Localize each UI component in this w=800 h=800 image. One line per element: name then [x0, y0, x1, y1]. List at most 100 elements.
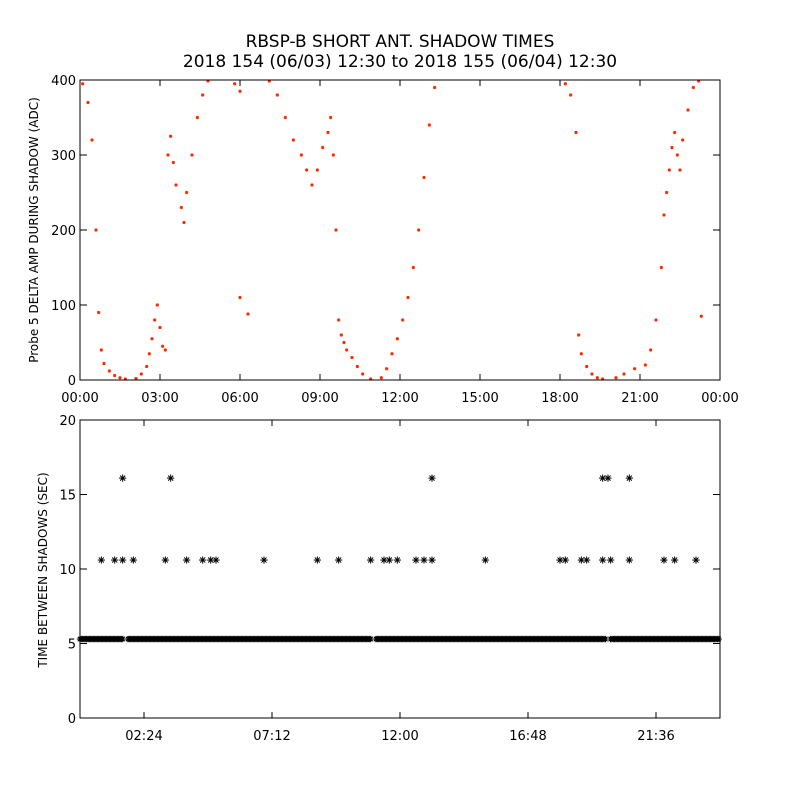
chart-title-line-1: RBSP-B SHORT ANT. SHADOW TIMES — [246, 32, 555, 52]
data-point — [607, 556, 615, 564]
data-point — [119, 556, 127, 564]
x-tick-label: 09:00 — [301, 391, 338, 406]
data-point — [675, 153, 679, 157]
x-tick-label: 02:24 — [125, 729, 162, 744]
data-point — [161, 344, 165, 348]
data-point — [622, 372, 626, 376]
data-point — [649, 348, 653, 352]
data-point — [166, 153, 170, 157]
data-point — [481, 556, 489, 564]
data-point — [342, 340, 346, 345]
data-point — [380, 556, 388, 564]
data-point — [604, 474, 612, 482]
x-tick-label: 00:00 — [701, 391, 738, 406]
data-point — [660, 556, 668, 564]
data-point — [171, 160, 175, 165]
y-tick-label: 15 — [59, 489, 76, 504]
data-point — [238, 295, 242, 300]
data-point — [326, 130, 330, 135]
data-point — [577, 333, 581, 337]
data-point — [119, 474, 127, 482]
x-tick-label: 07:12 — [253, 729, 290, 744]
data-point — [129, 556, 137, 564]
data-point — [212, 556, 220, 564]
top-data-points — [81, 79, 703, 381]
data-point — [111, 556, 119, 564]
data-point — [599, 556, 607, 564]
data-point — [583, 556, 591, 564]
data-point — [633, 367, 637, 371]
data-point — [614, 376, 618, 380]
data-point — [291, 138, 295, 142]
data-point — [169, 134, 173, 138]
data-point — [355, 364, 359, 369]
data-point — [102, 361, 106, 366]
data-point — [367, 556, 375, 564]
data-point — [385, 367, 389, 371]
x-tick-label: 06:00 — [221, 391, 258, 406]
data-point — [595, 376, 599, 380]
data-point — [107, 369, 111, 373]
data-point — [99, 348, 103, 352]
data-point — [379, 376, 383, 380]
data-point — [199, 556, 207, 564]
data-point — [569, 93, 573, 97]
data-point — [665, 190, 669, 195]
x-tick-label: 21:36 — [637, 729, 674, 744]
data-point — [681, 138, 685, 142]
data-point — [579, 352, 583, 356]
data-point — [331, 153, 335, 157]
data-point — [260, 556, 268, 564]
data-point — [238, 89, 242, 93]
data-point — [667, 168, 671, 172]
data-point — [161, 556, 169, 564]
data-point — [411, 265, 415, 270]
data-point — [183, 556, 191, 564]
data-point — [427, 123, 431, 127]
data-point — [147, 352, 151, 356]
chart-title-line-2: 2018 154 (06/03) 12:30 to 2018 155 (06/0… — [183, 52, 617, 72]
data-point — [329, 115, 333, 120]
data-point — [561, 556, 569, 564]
data-point — [691, 85, 695, 90]
x-tick-label: 21:00 — [621, 391, 658, 406]
data-point — [321, 145, 325, 150]
data-point — [673, 130, 677, 135]
data-point — [246, 312, 250, 316]
data-point — [334, 228, 338, 232]
data-point — [671, 556, 679, 564]
data-point — [335, 556, 343, 564]
top-plot-frame — [79, 79, 721, 381]
data-point — [113, 373, 117, 378]
data-point — [659, 265, 663, 270]
y-tick-label: 10 — [59, 563, 76, 578]
data-point — [385, 556, 393, 564]
data-point — [345, 348, 349, 352]
data-point — [563, 82, 567, 86]
top-y-axis-title: Probe 5 DELTA AMP DURING SHADOW (ADC) — [27, 97, 41, 363]
data-point — [422, 175, 426, 180]
x-tick-label: 00:00 — [61, 391, 98, 406]
data-point — [339, 333, 343, 337]
data-point — [158, 325, 162, 330]
y-tick-label: 0 — [68, 712, 76, 727]
bottom-baseline-markers — [76, 635, 722, 643]
data-point — [97, 556, 105, 564]
x-tick-label: 12:00 — [381, 391, 418, 406]
baseline-marker — [715, 635, 722, 643]
data-point — [195, 115, 199, 120]
x-tick-label: 12:00 — [381, 729, 418, 744]
data-point — [390, 352, 394, 356]
data-point — [182, 220, 186, 225]
data-point — [97, 310, 101, 315]
y-tick-label: 400 — [51, 74, 76, 89]
data-point — [150, 337, 154, 341]
x-tick-label: 03:00 — [141, 391, 178, 406]
data-point — [393, 556, 401, 564]
data-point — [201, 93, 205, 97]
y-tick-label: 0 — [68, 374, 76, 389]
data-point — [233, 82, 237, 86]
data-point — [90, 138, 94, 142]
y-tick-label: 20 — [59, 414, 76, 429]
top-y-axis: 0 100 200 300 400 — [51, 74, 720, 389]
